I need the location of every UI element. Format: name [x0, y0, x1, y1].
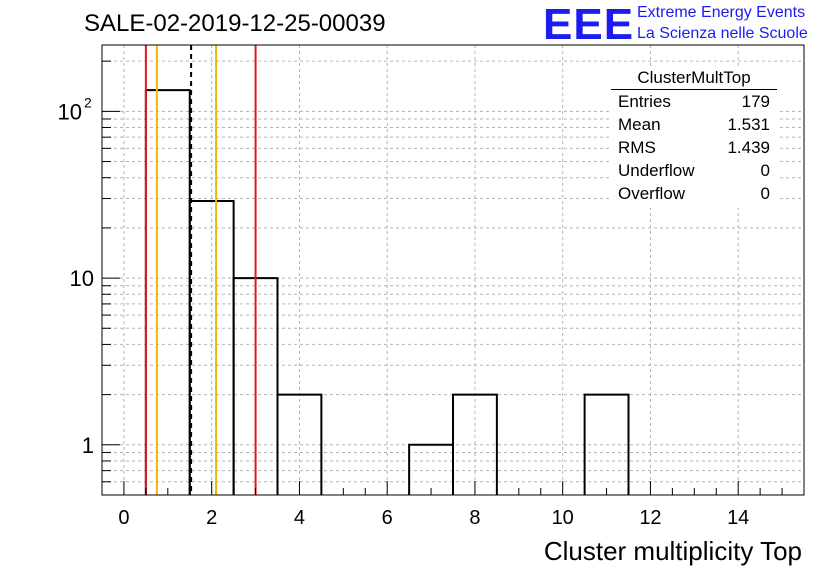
histogram-bin [583, 393, 630, 495]
marker-lines [144, 45, 257, 495]
stats-value: 1.531 [727, 115, 770, 134]
eee-logo-line1: Extreme Energy Events [637, 4, 806, 21]
eee-logo-line2: La Scienza nelle Scuole [637, 25, 808, 42]
x-axis-label: Cluster multiplicity Top [543, 536, 802, 566]
stats-title: ClusterMultTop [637, 68, 751, 87]
x-tick-label: 0 [118, 507, 129, 529]
x-tick-label: 12 [639, 507, 661, 529]
histogram-bin [452, 393, 498, 495]
x-tick-label: 4 [294, 507, 305, 529]
histogram-bin [276, 393, 323, 495]
stats-value: 179 [741, 92, 770, 111]
eee-logo: EEE [543, 0, 635, 49]
x-tick-label: 8 [469, 507, 480, 529]
x-tick-label: 10 [552, 507, 574, 529]
stats-key: Overflow [618, 184, 686, 203]
x-tick-label: 14 [727, 507, 749, 529]
stats-key: Mean [618, 115, 661, 134]
y-tick-label: 10 [58, 99, 82, 124]
x-tick-label: 2 [206, 507, 217, 529]
stats-value: 0 [760, 184, 770, 203]
stats-box: ClusterMultTop Entries 179 Mean 1.531 RM… [611, 68, 777, 208]
stats-value: 0 [760, 161, 770, 180]
x-tick-label: 6 [382, 507, 393, 529]
histogram-bin [144, 89, 191, 495]
plot-title: SALE-02-2019-12-25-00039 [84, 10, 386, 37]
stats-value: 1.439 [727, 138, 770, 157]
stats-key: RMS [618, 138, 656, 157]
y-tick-label: 10 [70, 266, 94, 291]
y-tick-exponent: 2 [84, 94, 92, 110]
stats-key: Entries [618, 92, 671, 111]
stats-key: Underflow [618, 161, 695, 180]
stats-divider [611, 89, 777, 90]
y-tick-label: 1 [82, 433, 94, 458]
